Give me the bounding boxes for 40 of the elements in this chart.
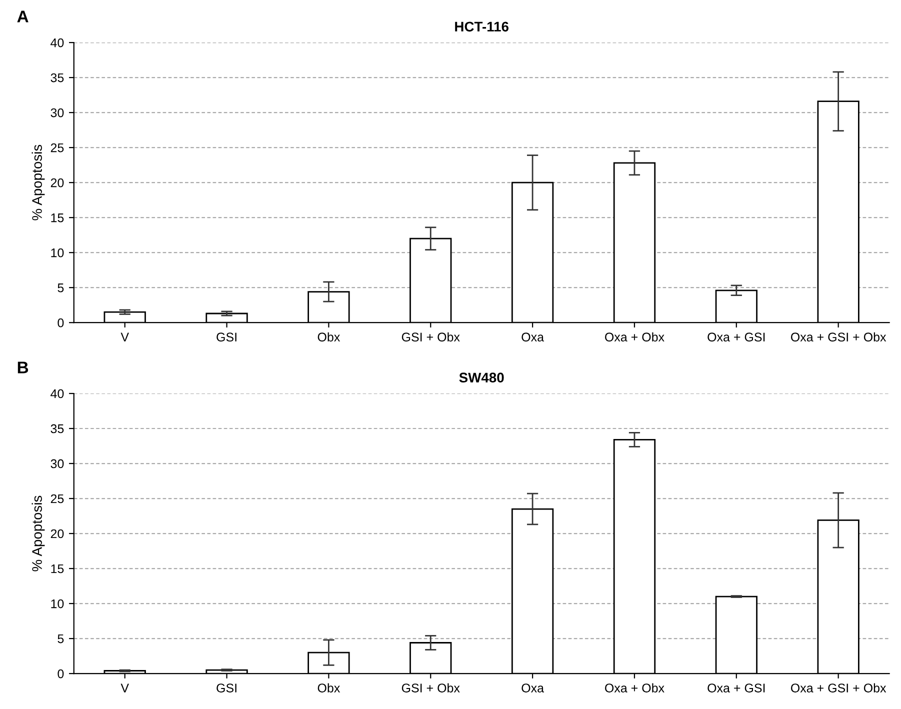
x-tick-label: GSI + Obx xyxy=(402,683,460,692)
y-axis-title: % Apoptosis xyxy=(32,496,45,572)
y-tick-label: 35 xyxy=(50,424,64,434)
y-tick-label: 35 xyxy=(50,73,64,82)
x-tick-label: Obx xyxy=(318,683,340,692)
y-tick-label: 5 xyxy=(58,634,64,644)
y-tick-label: 25 xyxy=(50,143,64,152)
x-tick-label: V xyxy=(120,684,129,692)
y-tick-label: 25 xyxy=(50,494,64,504)
y-tick-label: 10 xyxy=(51,248,64,258)
chart-title: SW480 xyxy=(459,372,504,383)
y-tick-label: 40 xyxy=(50,38,64,48)
y-tick-label: 30 xyxy=(50,108,64,118)
y-tick-label: 20 xyxy=(50,529,64,538)
y-tick-label: 30 xyxy=(50,459,64,468)
x-tick-label: GSI + Obx xyxy=(402,332,460,342)
x-tick-label: Oxa + Obx xyxy=(605,683,664,692)
x-tick-label: Oxa + GSI + Obx xyxy=(790,332,886,342)
x-tick-label: GSI xyxy=(216,332,236,342)
x-tick-label: Oxa + Obx xyxy=(605,332,664,342)
y-tick-label: 0 xyxy=(58,318,64,328)
y-axis-title: % Apoptosis xyxy=(32,144,45,220)
x-tick-label: V xyxy=(120,332,129,342)
x-tick-label: Oxa xyxy=(522,332,544,342)
y-tick-label: 0 xyxy=(58,669,64,678)
y-tick-label: 15 xyxy=(51,214,64,222)
x-tick-label: Oxa + GSI xyxy=(708,332,765,342)
x-tick-label: Oxa + GSI xyxy=(708,684,765,692)
text: B xyxy=(18,362,28,374)
y-tick-label: 40 xyxy=(50,389,64,398)
y-tick-label: 5 xyxy=(58,284,64,292)
y-tick-label: 10 xyxy=(51,599,64,608)
y-tick-label: 20 xyxy=(50,178,64,188)
x-tick-label: Oxa xyxy=(522,684,544,692)
text: A xyxy=(17,10,28,22)
y-tick-label: 15 xyxy=(51,564,64,574)
x-tick-label: Oxa + GSI + Obx xyxy=(790,683,886,692)
x-tick-label: GSI xyxy=(216,684,236,692)
chart-title: HCT-116 xyxy=(455,22,508,32)
x-tick-label: Obx xyxy=(318,332,340,342)
